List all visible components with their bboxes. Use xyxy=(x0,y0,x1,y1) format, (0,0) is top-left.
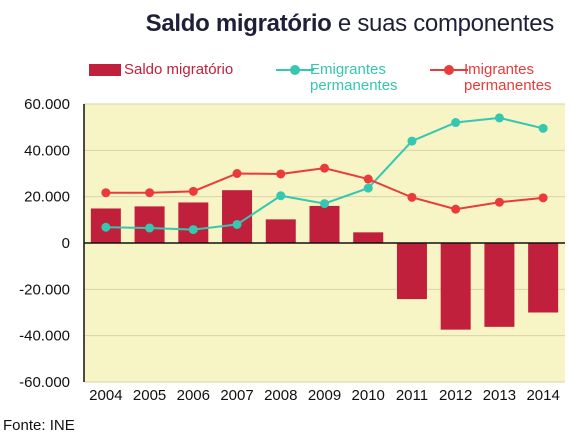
x-tick-label: 2012 xyxy=(439,387,472,404)
x-tick-label: 2014 xyxy=(526,387,559,404)
point-emigrantes xyxy=(407,136,417,146)
x-tick-label: 2006 xyxy=(177,387,210,404)
point-imigrantes xyxy=(188,186,198,196)
point-emigrantes xyxy=(494,113,504,123)
legend-label-imigrantes: Imigrantes permanentes xyxy=(464,61,552,94)
point-imigrantes xyxy=(276,169,286,179)
x-tick-label: 2011 xyxy=(396,387,428,404)
bar xyxy=(178,202,209,243)
bar xyxy=(396,243,427,300)
y-tick-label: -60.000 xyxy=(19,374,70,391)
point-emigrantes xyxy=(101,222,111,232)
x-tick-label: 2007 xyxy=(220,387,253,404)
x-tick-label: 2013 xyxy=(483,387,516,404)
chart-title: Saldo migratório e suas componentes xyxy=(145,10,555,38)
x-tick-label: 2009 xyxy=(308,387,341,404)
y-tick-label: 40.000 xyxy=(24,142,70,159)
legend-swatch-bar xyxy=(89,64,121,76)
title-bold: Saldo migratório xyxy=(145,10,332,37)
y-tick-label: -20.000 xyxy=(19,281,70,298)
legend-label-saldo: Saldo migratório xyxy=(124,61,234,78)
bar xyxy=(265,219,296,243)
point-imigrantes xyxy=(494,197,504,207)
source-note: Fonte: INE xyxy=(3,417,75,434)
point-emigrantes xyxy=(320,199,329,209)
bar xyxy=(440,243,471,330)
x-tick-label: 2005 xyxy=(133,387,166,404)
point-imigrantes xyxy=(538,193,548,203)
point-imigrantes xyxy=(407,192,417,202)
bar xyxy=(484,243,515,327)
point-emigrantes xyxy=(188,225,198,235)
point-emigrantes xyxy=(538,123,548,133)
x-tick-label: 2008 xyxy=(264,387,297,404)
point-imigrantes xyxy=(232,169,242,178)
legend-swatch-dot-imigrantes xyxy=(444,65,454,75)
bar xyxy=(222,190,253,243)
point-emigrantes xyxy=(145,223,155,233)
point-emigrantes xyxy=(451,118,461,128)
point-imigrantes xyxy=(451,204,461,214)
y-tick-label: 0 xyxy=(62,235,70,252)
point-emigrantes xyxy=(276,191,286,201)
point-imigrantes xyxy=(101,188,111,198)
point-imigrantes xyxy=(320,163,329,173)
title-rest: e suas componentes xyxy=(331,10,554,37)
y-tick-label: -40.000 xyxy=(19,328,70,345)
point-emigrantes xyxy=(363,183,373,193)
point-imigrantes xyxy=(363,174,373,184)
point-emigrantes xyxy=(232,219,242,229)
y-tick-label: 60.000 xyxy=(24,96,70,113)
legend-label-emigrantes: Emigrantes permanentes xyxy=(310,61,398,94)
x-tick-label: 2010 xyxy=(352,387,385,404)
bar xyxy=(528,243,559,313)
legend-swatch-dot-emigrantes xyxy=(290,65,300,75)
y-tick-label: 20.000 xyxy=(24,189,70,206)
x-tick-label: 2004 xyxy=(89,387,122,404)
point-imigrantes xyxy=(145,188,155,198)
bar xyxy=(353,232,384,243)
bar xyxy=(309,205,340,243)
legend: Saldo migratório Emigrantes permanentes … xyxy=(0,62,570,96)
